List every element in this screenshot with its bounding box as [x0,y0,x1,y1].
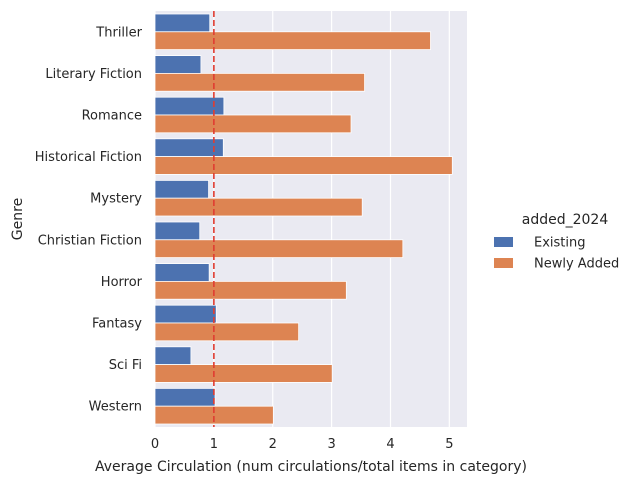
bars [154,13,453,425]
y-tick-label: Western [89,400,142,415]
bar-existing [154,387,216,407]
x-tick-label: 4 [386,437,394,452]
bar-newly-added [154,156,453,175]
bar-newly-added [154,114,352,134]
y-tick-labels: Thriller Literary Fiction Romance Historica… [35,25,143,414]
x-tick-label: 5 [445,437,453,452]
y-tick-label: Romance [82,109,142,124]
bar-existing [154,346,192,365]
x-tick-label: 3 [327,437,335,452]
bar-newly-added [154,31,431,50]
bar-existing [154,55,202,74]
bar-newly-added [154,197,363,217]
legend: added_2024 Existing Newly Added [494,212,619,272]
y-tick-label: Thriller [95,25,142,40]
legend-title: added_2024 [522,212,609,228]
y-tick-label: Literary Fiction [45,67,142,82]
bar-newly-added [154,239,404,259]
y-axis-label: Genre [10,198,26,240]
x-tick-label: 2 [269,437,277,452]
y-tick-label: Sci Fi [109,358,142,373]
x-tick-labels: 0 1 2 3 4 5 [151,437,454,452]
bar-existing [154,179,209,199]
bar-existing [154,304,217,324]
x-axis-label: Average Circulation (num circulations/to… [95,459,527,475]
legend-swatch-existing [494,237,513,247]
y-tick-label: Mystery [90,192,142,207]
y-tick-label: Horror [101,275,143,290]
legend-label: Existing [534,236,586,251]
bar-newly-added [154,73,365,92]
bar-newly-added [154,322,300,342]
y-tick-label: Historical Fiction [35,150,142,165]
x-tick-label: 1 [210,437,218,452]
legend-label: Newly Added [534,257,619,272]
bar-existing [154,263,210,282]
bar-existing [154,221,201,241]
bar-existing [154,138,224,158]
y-tick-label: Fantasy [92,317,142,332]
bar-newly-added [154,280,347,300]
x-tick-label: 0 [151,437,159,452]
y-tick-label: Christian Fiction [38,233,142,248]
bar-newly-added [154,364,333,383]
bar-newly-added [154,405,274,425]
bar-existing [154,13,211,33]
legend-swatch-newly-added [494,258,513,268]
